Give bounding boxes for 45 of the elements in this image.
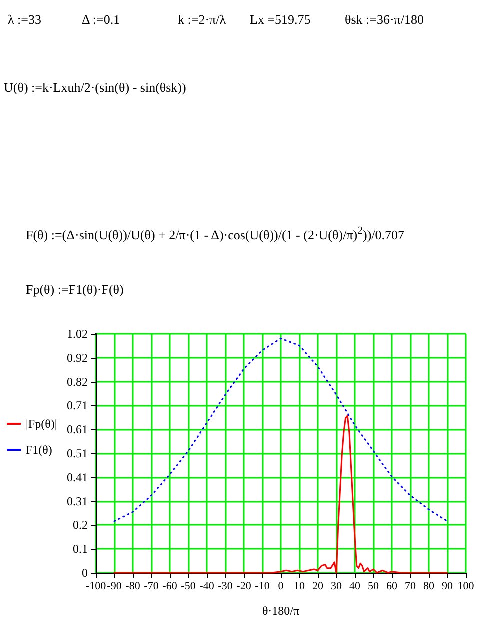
x-tick-label: 20 [312, 580, 324, 592]
y-tick-label: 0.92 [67, 350, 88, 365]
x-tick-label: 0 [278, 580, 284, 592]
text: Δ :=0.1 [82, 12, 120, 28]
text: Lx =519.75 [250, 12, 311, 28]
x-tick-label: 70 [405, 580, 416, 592]
x-tick-label: 90 [442, 580, 454, 592]
x-tick-label: -60 [162, 580, 178, 592]
x-tick-label: -10 [255, 580, 270, 592]
line-series [114, 338, 448, 522]
x-tick-label: 80 [424, 580, 435, 592]
line-series [114, 415, 448, 574]
y-tick-label: 1.02 [67, 327, 88, 341]
x-tick-label: -20 [236, 580, 252, 592]
y-tick-label: 0.41 [67, 470, 88, 484]
legend-label: |Fp(θ)| [26, 417, 58, 431]
y-tick-label: 0.71 [67, 398, 88, 413]
text: Fp(θ) :=F1(θ)·F(θ) [26, 282, 124, 298]
x-tick-label: -100 [86, 580, 107, 592]
text: θsk :=36·π/180 [345, 12, 424, 28]
y-tick-label: 0.31 [67, 494, 88, 508]
y-tick-label: 0.61 [67, 422, 88, 437]
x-tick-label: 30 [331, 580, 342, 592]
text: U(θ) :=k·Lxuh/2·(sin(θ) - sin(θsk)) [4, 80, 186, 96]
text: F(θ) :=(Δ·sin(U(θ))/U(θ) + 2/π·(1 - Δ)·cos(U(θ))/(1 - (2·U(θ)/π)$^{2}$))/0.707 [26, 225, 405, 244]
text: λ :=33 [8, 12, 42, 28]
x-tick-label: -90 [107, 580, 122, 592]
x-tick-label: 50 [368, 580, 380, 592]
x-axis-title: θ·180/π [262, 604, 300, 618]
x-tick-label: -40 [200, 580, 215, 592]
x-tick-label: -70 [144, 580, 160, 592]
y-tick-label: 0 [82, 566, 88, 580]
legend-label: F1(θ) [26, 443, 52, 457]
text: k :=2·π/λ [178, 12, 226, 28]
x-tick-label: -30 [218, 580, 234, 592]
x-tick-label: 40 [350, 580, 361, 592]
y-tick-label: 0.1 [73, 542, 88, 556]
x-tick-label: 100 [458, 580, 475, 592]
y-tick-label: 0.2 [73, 518, 88, 532]
x-tick-label: -50 [181, 580, 196, 592]
y-tick-label: 0.82 [67, 374, 88, 389]
y-tick-label: 0.51 [67, 446, 88, 460]
x-tick-label: 10 [294, 580, 306, 592]
x-tick-label: 60 [386, 580, 398, 592]
x-tick-label: -80 [126, 580, 141, 592]
